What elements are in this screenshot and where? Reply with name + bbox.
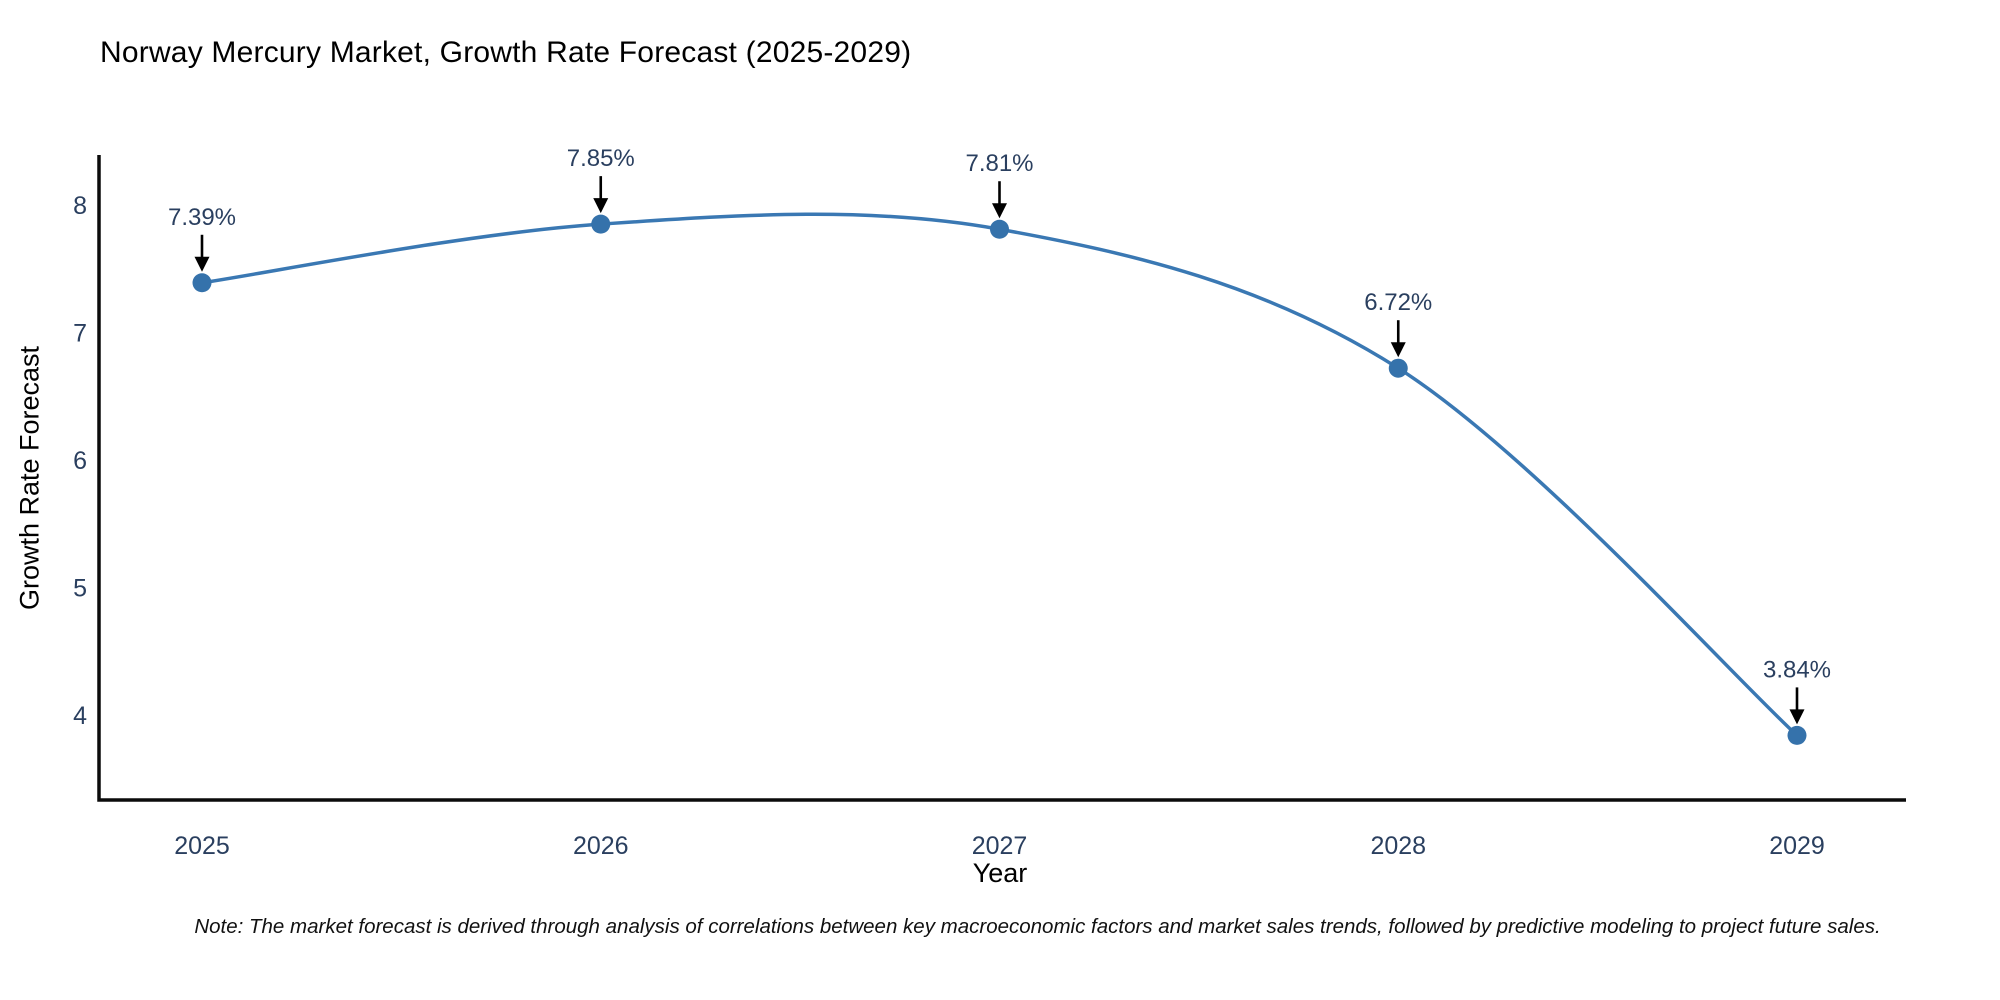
y-tick-label: 8	[73, 192, 87, 220]
data-point-marker	[990, 219, 1009, 239]
point-value-label: 7.81%	[965, 150, 1033, 177]
annotation-arrowhead	[593, 198, 609, 214]
y-tick-label: 5	[73, 575, 87, 603]
annotation-arrowhead	[194, 256, 210, 272]
x-axis-title: Year	[972, 858, 1028, 888]
y-tick-label: 4	[73, 702, 87, 730]
x-tick-label: 2027	[972, 832, 1028, 860]
x-tick-label: 2026	[573, 832, 629, 860]
series-line	[200, 212, 1799, 738]
footnote: Note: The market forecast is derived thr…	[194, 915, 1881, 938]
y-tick-label: 7	[73, 320, 87, 348]
y-axis-title: Growth Rate Forecast	[14, 345, 45, 611]
x-tick-label: 2025	[174, 832, 230, 860]
annotation-arrowhead	[1789, 709, 1805, 725]
data-point-marker	[1388, 358, 1408, 378]
y-tick-label: 6	[73, 447, 87, 475]
data-point-marker	[1787, 725, 1807, 745]
point-value-label: 7.39%	[168, 204, 236, 231]
data-point-marker	[591, 214, 611, 234]
point-value-label: 6.72%	[1364, 289, 1432, 316]
annotation-arrowhead	[1390, 342, 1406, 358]
axis-lines	[97, 155, 1906, 802]
chart-title: Norway Mercury Market, Growth Rate Forec…	[100, 36, 912, 69]
x-tick-label: 2029	[1769, 832, 1825, 860]
data-point-marker	[192, 273, 212, 293]
point-value-label: 7.85%	[567, 145, 635, 172]
annotation-arrowhead	[992, 203, 1007, 219]
point-value-label: 3.84%	[1763, 656, 1831, 683]
x-tick-label: 2028	[1370, 832, 1426, 860]
